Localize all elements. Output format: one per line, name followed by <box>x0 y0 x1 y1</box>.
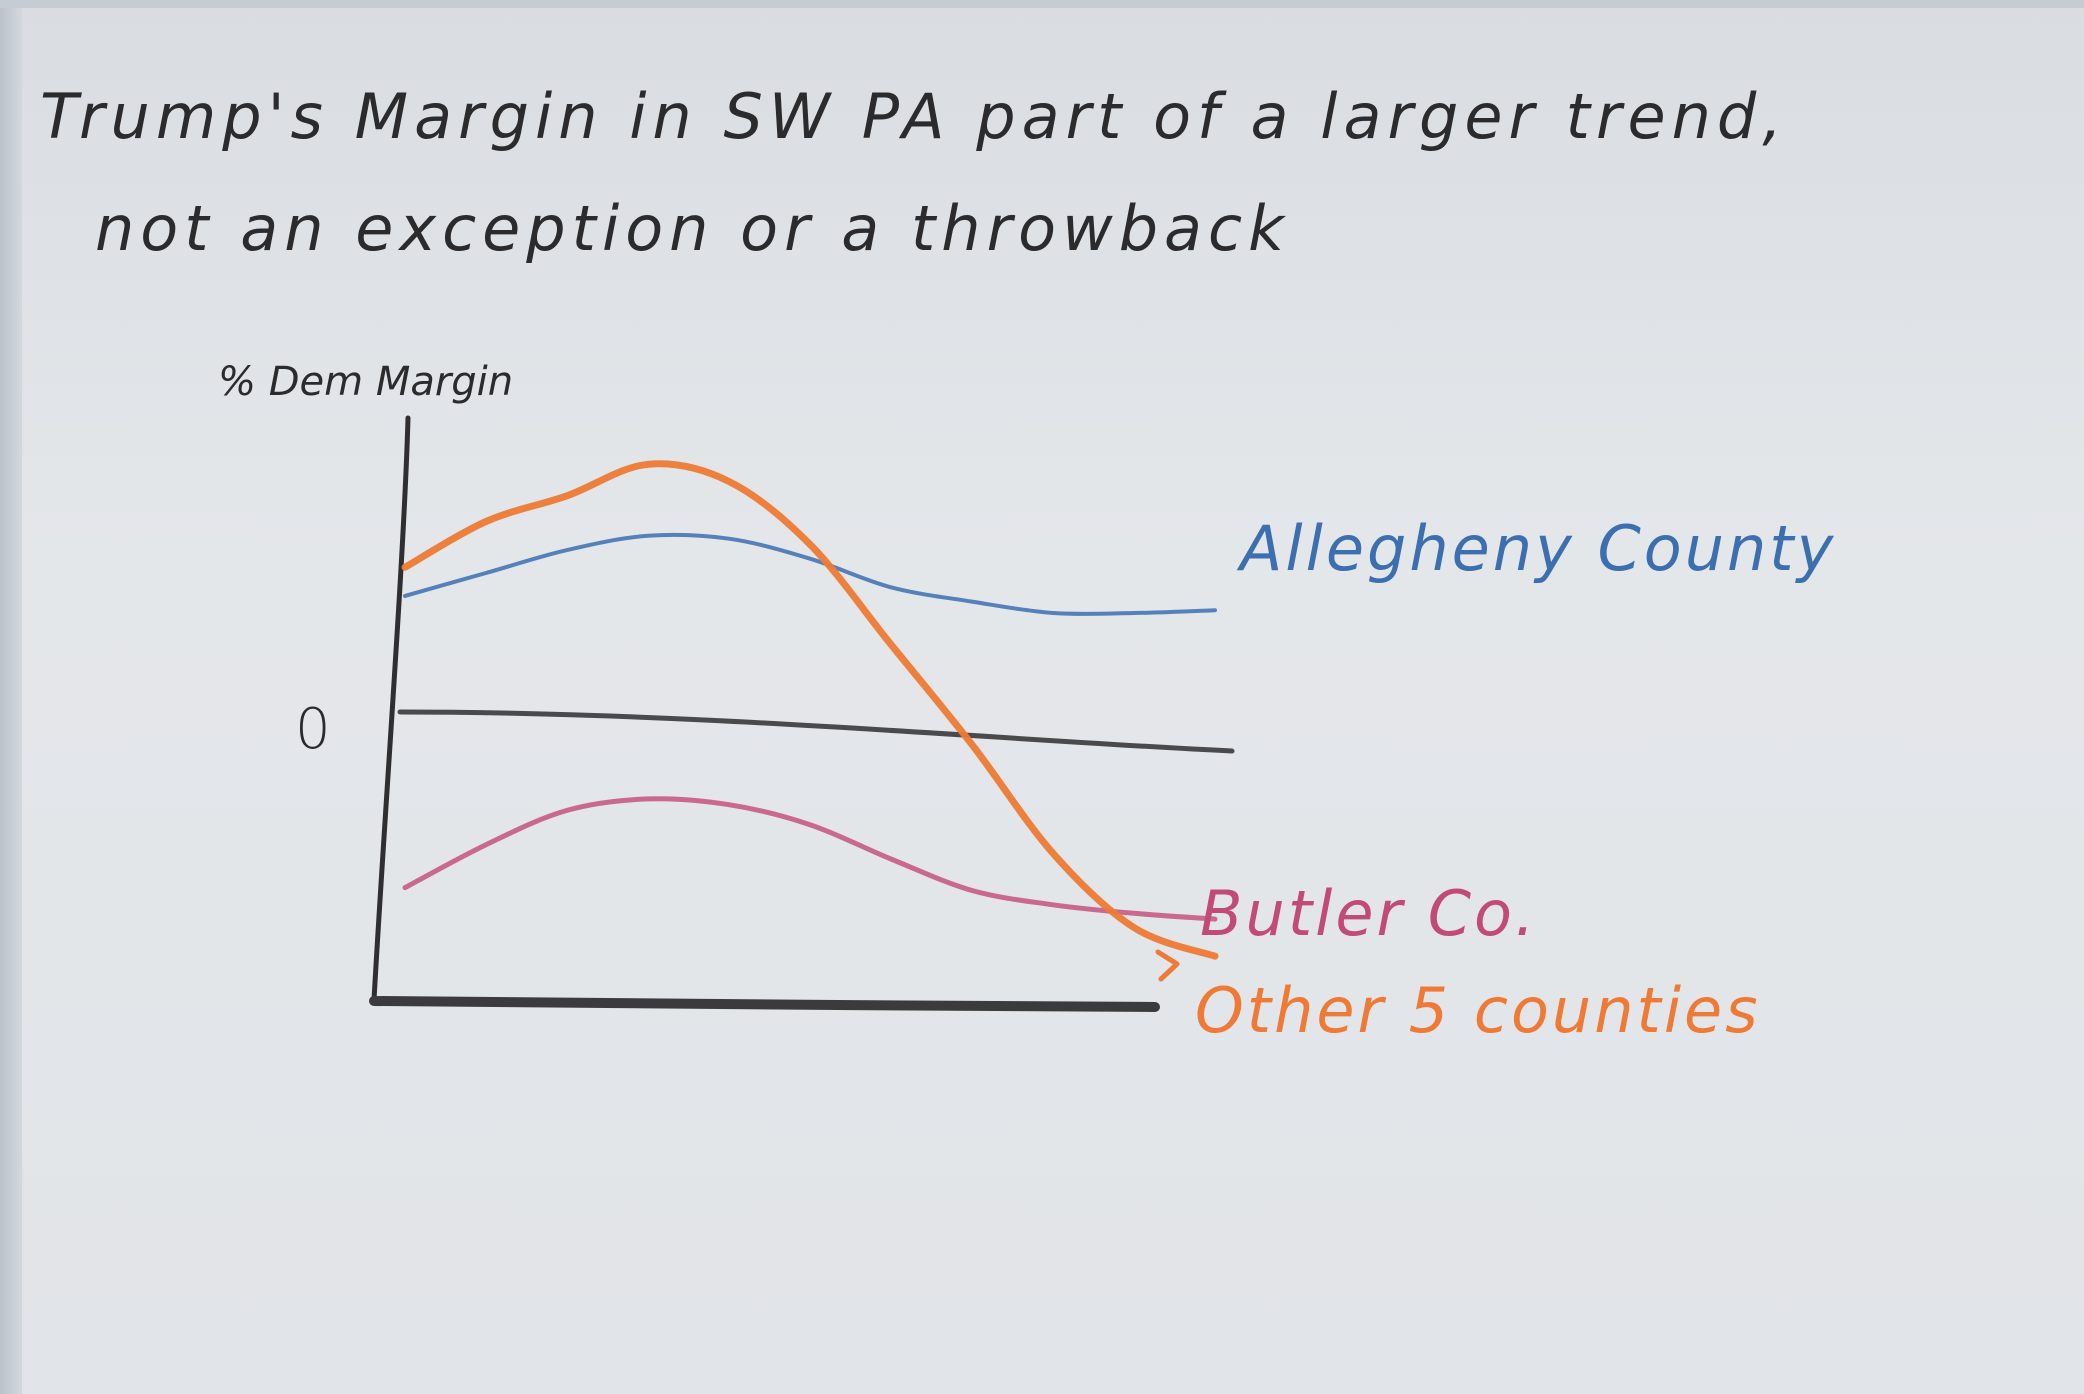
series-label-butler: Butler Co. <box>1200 877 1538 950</box>
paper-top-edge <box>0 0 2084 8</box>
series-line-allegheny <box>403 532 1217 616</box>
series-layer <box>401 460 1219 960</box>
y-axis-label: % Dem Margin <box>218 359 513 405</box>
chart-title-line-2: not an exception or a throwback <box>95 192 1290 265</box>
x-axis-line <box>369 996 1160 1012</box>
chart-title-line-1: Trump's Margin in SW PA part of a larger… <box>40 80 1788 153</box>
notebook-binding <box>0 0 22 1394</box>
series-label-allegheny: Allegheny County <box>1236 512 1836 585</box>
y-axis-line <box>371 415 411 1003</box>
series-label-other-counties: Other 5 counties <box>1195 974 1761 1047</box>
series-line-other-counties <box>401 460 1219 960</box>
arrowhead-icon <box>1155 949 1180 982</box>
y-tick-label-zero: 0 <box>295 697 331 762</box>
series-line-butler <box>402 796 1218 922</box>
zero-reference-line <box>397 709 1235 754</box>
